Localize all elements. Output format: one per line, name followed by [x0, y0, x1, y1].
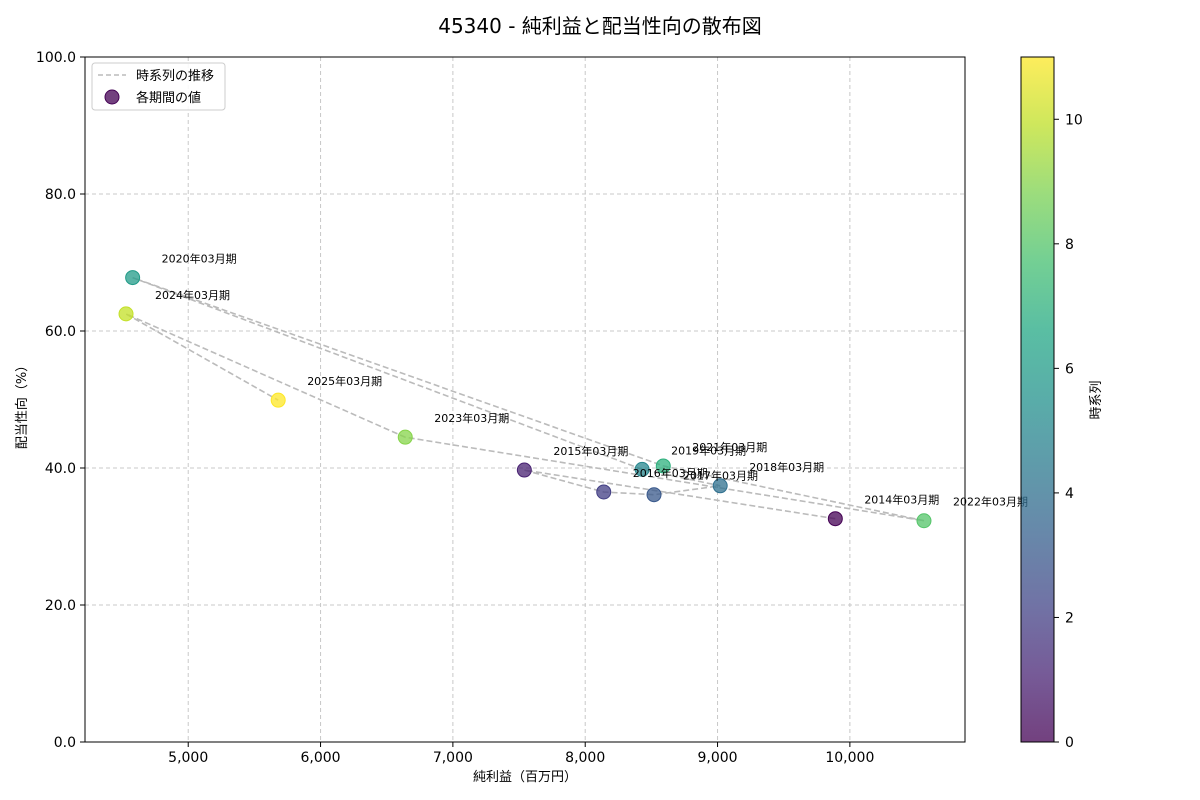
data-point — [634, 461, 650, 477]
point-label: 2014年03月期 — [864, 493, 939, 507]
x-tick-label: 8,000 — [565, 750, 605, 766]
data-point — [916, 513, 932, 529]
data-point — [596, 484, 612, 500]
data-point — [118, 306, 134, 322]
point-label: 2023年03月期 — [434, 411, 509, 425]
chart-title: 45340 - 純利益と配当性向の散布図 — [438, 14, 762, 38]
point-label: 2020年03月期 — [162, 252, 237, 266]
x-tick-label: 10,000 — [825, 750, 874, 766]
trend-path — [125, 276, 925, 522]
points-layer — [118, 270, 932, 529]
data-point — [712, 478, 728, 494]
legend-path-label: 時系列の推移 — [136, 69, 214, 84]
x-axis-ticks: 5,000 6,000 7,000 8,000 9,000 10,000 — [168, 742, 874, 766]
point-label: 2025年03月期 — [307, 374, 382, 388]
y-axis-title: 配当性向（%） — [14, 359, 30, 449]
x-tick-label: 5,000 — [168, 750, 208, 766]
point-label: 2024年03月期 — [155, 288, 230, 302]
legend: 時系列の推移 各期間の値 — [91, 62, 226, 111]
point-labels-layer: 2014年03月期 2015年03月期 2016年03月期2017年03月期2018… — [155, 252, 1028, 509]
y-tick-label: 100.0 — [36, 50, 76, 66]
y-axis-ticks: 0.0 20.0 40.0 60.0 80.0 100.0 — [36, 50, 85, 751]
y-tick-label: 60.0 — [45, 324, 76, 340]
point-label: 2015年03月期 — [553, 444, 628, 458]
colorbar-tick-label: 8 — [1065, 237, 1074, 253]
colorbar-title: 時系列 — [1089, 380, 1104, 419]
legend-point-label: 各期間の値 — [136, 90, 201, 106]
x-tick-label: 7,000 — [433, 750, 473, 766]
point-label: 2022年03月期 — [953, 495, 1028, 509]
colorbar-tick-label: 4 — [1065, 486, 1074, 502]
point-label: 2017年03月期 — [683, 469, 758, 483]
colorbar-tick-label: 10 — [1065, 112, 1083, 128]
data-point — [646, 487, 662, 503]
colorbar-tick-label: 6 — [1065, 361, 1074, 377]
point-label: 2018年03月期 — [749, 460, 824, 474]
grid — [85, 56, 965, 743]
colorbar-gradient — [1020, 56, 1055, 743]
point-label: 2019年03月期 — [671, 443, 746, 457]
x-tick-label: 9,000 — [697, 750, 737, 766]
data-point — [270, 392, 286, 408]
colorbar-tick-label: 2 — [1065, 610, 1074, 626]
point-label: 2016年03月期 — [633, 466, 708, 480]
x-tick-label: 6,000 — [301, 750, 341, 766]
y-tick-label: 40.0 — [45, 461, 76, 477]
y-tick-label: 20.0 — [45, 598, 76, 614]
colorbar-tick-label: 0 — [1065, 735, 1074, 751]
data-point — [827, 511, 843, 527]
plot-area-frame — [84, 56, 966, 743]
data-point — [516, 462, 532, 478]
colorbar-ticks: 0 2 4 6 8 10 — [1054, 112, 1083, 751]
legend-point-swatch — [104, 89, 120, 105]
trend-path-layer — [125, 276, 925, 522]
data-point — [125, 270, 141, 286]
y-tick-label: 0.0 — [54, 735, 76, 751]
data-point — [397, 429, 413, 445]
colorbar: 0 2 4 6 8 10 時系列 — [1020, 56, 1104, 751]
y-tick-label: 80.0 — [45, 187, 76, 203]
data-point — [655, 458, 671, 474]
point-label: 2021年03月期 — [692, 440, 767, 454]
x-axis-title: 純利益（百万円） — [473, 770, 577, 785]
